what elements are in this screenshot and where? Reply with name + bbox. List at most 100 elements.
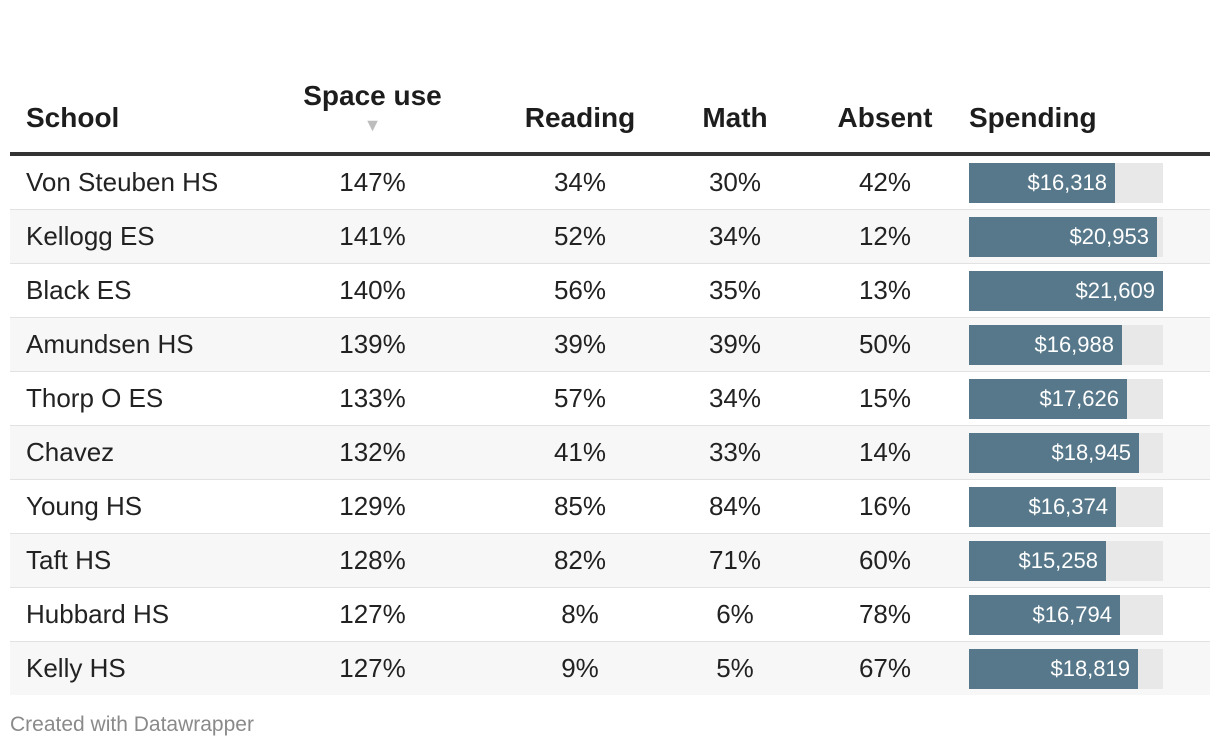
table-row: Young HS 129% 85% 84% 16% $16,374 bbox=[10, 479, 1210, 534]
spending-bar-track: $15,258 bbox=[969, 540, 1163, 581]
spending-bar-track: $18,819 bbox=[969, 648, 1163, 689]
spending-bar bbox=[969, 432, 1139, 473]
datawrapper-credit[interactable]: Created with Datawrapper bbox=[10, 713, 254, 736]
cell-reading: 56% bbox=[505, 263, 655, 318]
cell-spending: $15,258 bbox=[955, 533, 1210, 588]
cell-math: 35% bbox=[655, 263, 815, 318]
cell-space-use: 133% bbox=[240, 371, 505, 426]
cell-reading: 39% bbox=[505, 317, 655, 372]
cell-reading: 82% bbox=[505, 533, 655, 588]
table-row: Kelly HS 127% 9% 5% 67% $18,819 bbox=[10, 641, 1210, 695]
data-table: School Space use ▼ Reading Math Absent bbox=[10, 40, 1210, 695]
cell-absent: 13% bbox=[815, 263, 955, 318]
spending-bar-label: $16,374 bbox=[1028, 493, 1108, 519]
cell-math: 5% bbox=[655, 641, 815, 695]
column-header-label: School bbox=[26, 102, 120, 133]
column-header-reading[interactable]: Reading bbox=[505, 40, 655, 156]
spending-bar-track: $21,609 bbox=[969, 270, 1163, 311]
cell-spending: $18,945 bbox=[955, 425, 1210, 480]
column-header-label: Reading bbox=[524, 102, 636, 133]
column-header-label: Space use bbox=[303, 80, 442, 111]
cell-school: Black ES bbox=[10, 263, 240, 318]
cell-absent: 50% bbox=[815, 317, 955, 372]
column-header-label: Math bbox=[702, 102, 768, 133]
cell-space-use: 132% bbox=[240, 425, 505, 480]
column-header-absent[interactable]: Absent bbox=[815, 40, 955, 156]
table-row: Hubbard HS 127% 8% 6% 78% $16,794 bbox=[10, 587, 1210, 642]
cell-absent: 60% bbox=[815, 533, 955, 588]
column-header-math[interactable]: Math bbox=[655, 40, 815, 156]
spending-bar-label: $17,626 bbox=[1039, 385, 1119, 411]
cell-spending: $16,794 bbox=[955, 587, 1210, 642]
cell-absent: 12% bbox=[815, 209, 955, 264]
spending-bar-track: $16,374 bbox=[969, 486, 1163, 527]
cell-absent: 16% bbox=[815, 479, 955, 534]
cell-math: 71% bbox=[655, 533, 815, 588]
cell-space-use: 141% bbox=[240, 209, 505, 264]
cell-space-use: 128% bbox=[240, 533, 505, 588]
column-header-spending[interactable]: Spending bbox=[955, 40, 1210, 156]
table-body: Von Steuben HS 147% 34% 30% 42% $16,318 Kellog… bbox=[10, 154, 1210, 695]
spending-bar bbox=[969, 162, 1115, 203]
cell-spending: $21,609 bbox=[955, 263, 1210, 318]
spending-bar-track: $16,794 bbox=[969, 594, 1163, 635]
cell-reading: 41% bbox=[505, 425, 655, 480]
cell-school: Young HS bbox=[10, 479, 240, 534]
cell-reading: 85% bbox=[505, 479, 655, 534]
spending-bar-label: $18,819 bbox=[1050, 655, 1130, 681]
spending-bar bbox=[969, 486, 1116, 527]
cell-reading: 34% bbox=[505, 154, 655, 210]
data-table-container: School Space use ▼ Reading Math Absent bbox=[10, 40, 1210, 695]
cell-school: Thorp O ES bbox=[10, 371, 240, 426]
spending-bar-label: $16,988 bbox=[1034, 331, 1114, 357]
cell-school: Amundsen HS bbox=[10, 317, 240, 372]
spending-bar bbox=[969, 378, 1127, 419]
cell-math: 84% bbox=[655, 479, 815, 534]
cell-school: Kellogg ES bbox=[10, 209, 240, 264]
cell-math: 34% bbox=[655, 371, 815, 426]
spending-bar bbox=[969, 216, 1157, 257]
cell-math: 33% bbox=[655, 425, 815, 480]
spending-bar bbox=[969, 594, 1120, 635]
column-header-label: Absent bbox=[837, 102, 933, 133]
table-header-row: School Space use ▼ Reading Math Absent bbox=[10, 40, 1210, 156]
cell-spending: $17,626 bbox=[955, 371, 1210, 426]
cell-space-use: 140% bbox=[240, 263, 505, 318]
cell-absent: 78% bbox=[815, 587, 955, 642]
column-header-school[interactable]: School bbox=[10, 40, 240, 156]
cell-space-use: 129% bbox=[240, 479, 505, 534]
cell-absent: 14% bbox=[815, 425, 955, 480]
cell-math: 6% bbox=[655, 587, 815, 642]
cell-math: 39% bbox=[655, 317, 815, 372]
cell-absent: 42% bbox=[815, 154, 955, 210]
spending-bar bbox=[969, 648, 1138, 689]
spending-bar-track: $16,988 bbox=[969, 324, 1163, 365]
table-row: Von Steuben HS 147% 34% 30% 42% $16,318 bbox=[10, 154, 1210, 210]
table-row: Taft HS 128% 82% 71% 60% $15,258 bbox=[10, 533, 1210, 588]
cell-school: Kelly HS bbox=[10, 641, 240, 695]
cell-reading: 52% bbox=[505, 209, 655, 264]
cell-space-use: 147% bbox=[240, 154, 505, 210]
cell-school: Chavez bbox=[10, 425, 240, 480]
column-header-space-use[interactable]: Space use ▼ bbox=[240, 40, 505, 156]
table-row: Kellogg ES 141% 52% 34% 12% $20,953 bbox=[10, 209, 1210, 264]
cell-school: Hubbard HS bbox=[10, 587, 240, 642]
cell-absent: 67% bbox=[815, 641, 955, 695]
spending-bar-label: $21,609 bbox=[1075, 277, 1155, 303]
spending-bar-track: $17,626 bbox=[969, 378, 1163, 419]
spending-bar bbox=[969, 324, 1122, 365]
cell-space-use: 139% bbox=[240, 317, 505, 372]
cell-spending: $18,819 bbox=[955, 641, 1210, 695]
cell-spending: $16,374 bbox=[955, 479, 1210, 534]
table-row: Black ES 140% 56% 35% 13% $21,609 bbox=[10, 263, 1210, 318]
cell-reading: 8% bbox=[505, 587, 655, 642]
cell-space-use: 127% bbox=[240, 587, 505, 642]
cell-absent: 15% bbox=[815, 371, 955, 426]
spending-bar-label: $16,794 bbox=[1032, 601, 1112, 627]
cell-spending: $16,318 bbox=[955, 154, 1210, 210]
spending-bar-label: $15,258 bbox=[1018, 547, 1098, 573]
table-row: Amundsen HS 139% 39% 39% 50% $16,988 bbox=[10, 317, 1210, 372]
spending-bar-track: $20,953 bbox=[969, 216, 1163, 257]
spending-bar-track: $16,318 bbox=[969, 162, 1163, 203]
cell-math: 34% bbox=[655, 209, 815, 264]
